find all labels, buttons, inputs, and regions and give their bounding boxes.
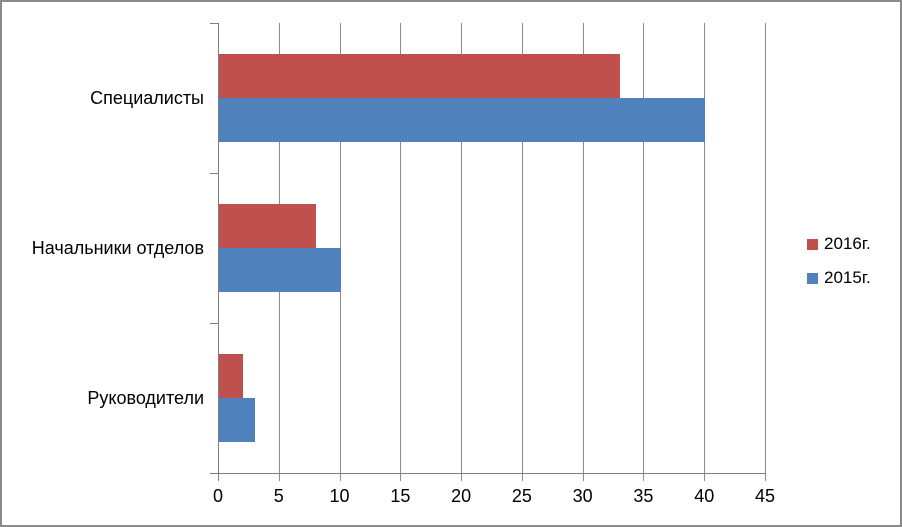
bar-2015-3 (219, 398, 255, 442)
legend-item-2015: 2015г. (807, 268, 871, 288)
gridline (522, 23, 523, 481)
legend: 2016г. 2015г. (807, 234, 871, 288)
y-axis-tick (210, 173, 218, 174)
x-tick-label: 20 (451, 486, 472, 506)
y-axis-line (218, 23, 219, 481)
bar-2016-3 (219, 354, 243, 398)
gridline (704, 23, 705, 481)
bar-2015-2 (219, 248, 341, 292)
plot-area (218, 23, 766, 481)
x-tick-label: 45 (754, 486, 776, 506)
x-tick-label: 0 (212, 486, 224, 506)
y-axis-tick (210, 323, 218, 324)
bar-2016-2 (219, 204, 316, 248)
x-axis-line (210, 473, 766, 474)
category-label: Руководители (87, 388, 204, 408)
x-tick-label: 40 (694, 486, 715, 506)
legend-swatch-2015-icon (807, 272, 818, 284)
category-label: Специалисты (90, 88, 204, 108)
x-tick-label: 15 (390, 486, 411, 506)
x-tick-label: 35 (633, 486, 654, 506)
bar-2016-1 (219, 54, 620, 98)
bar-2015-1 (219, 98, 705, 142)
legend-item-2016: 2016г. (807, 234, 871, 254)
x-tick-label: 5 (273, 486, 284, 506)
x-tick-label: 30 (572, 486, 593, 506)
gridline (583, 23, 584, 481)
category-label: Начальники отделов (31, 238, 204, 258)
x-tick-label: 25 (511, 486, 532, 506)
legend-label-2015: 2015г. (824, 268, 871, 287)
gridline (461, 23, 462, 481)
gridline (400, 23, 401, 481)
gridline (765, 23, 766, 481)
y-axis-tick (210, 23, 218, 24)
legend-swatch-2016-icon (807, 238, 818, 250)
gridline (643, 23, 644, 481)
x-tick-label: 10 (329, 486, 350, 506)
legend-label-2016: 2016г. (824, 234, 871, 253)
